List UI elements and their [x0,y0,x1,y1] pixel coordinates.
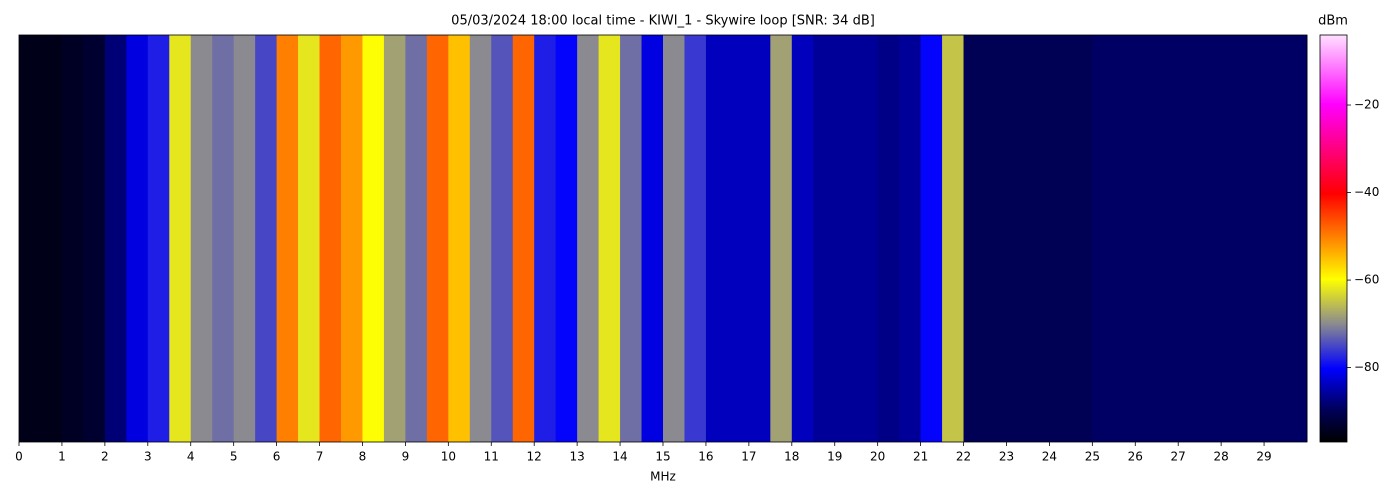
x-tick-label: 3 [144,450,152,464]
x-tick-label: 17 [741,450,756,464]
heatmap-column [298,35,321,442]
heatmap-column [126,35,149,442]
heatmap-column [1221,35,1244,442]
heatmap-column [770,35,793,442]
heatmap-column [61,35,84,442]
heatmap-column [212,35,235,442]
heatmap-column [383,35,406,442]
heatmap-column [1199,35,1222,442]
x-tick-label: 11 [484,450,499,464]
heatmap-column [1135,35,1158,442]
heatmap-column [1285,35,1308,442]
heatmap-column [834,35,857,442]
heatmap-column [40,35,63,442]
heatmap-column [405,35,428,442]
heatmap-column [341,35,363,442]
heatmap-column [190,35,213,442]
colorbar-tick-label: −80 [1354,360,1379,374]
heatmap-column [104,35,127,442]
colorbar-tick-label: −60 [1354,273,1379,287]
x-tick-label: 15 [655,450,670,464]
colorbar-tick-label: −20 [1354,98,1379,112]
colorbar-label: dBm [1318,14,1348,29]
heatmap-column [491,35,514,442]
x-tick-label: 25 [1085,450,1100,464]
heatmap-column [534,35,557,442]
x-tick-label: 22 [956,450,971,464]
heatmap-column [963,35,986,442]
heatmap-column [276,35,299,442]
heatmap-column [727,35,750,442]
heatmap-column [577,35,600,442]
heatmap-column [426,35,449,442]
x-tick-label: 23 [999,450,1014,464]
x-tick-label: 29 [1256,450,1271,464]
heatmap-column [620,35,643,442]
x-tick-label: 0 [15,450,23,464]
heatmap-column [641,35,664,442]
heatmap-column [598,35,621,442]
heatmap-column [1006,35,1029,442]
heatmap-column [791,35,814,442]
heatmap-column [147,35,170,442]
x-tick-label: 1 [58,450,66,464]
heatmap-column [899,35,922,442]
x-tick-label: 12 [527,450,542,464]
heatmap-column [942,35,965,442]
heatmap-column [663,35,685,442]
x-tick-label: 7 [316,450,324,464]
x-tick-label: 24 [1042,450,1057,464]
heatmap-column [1178,35,1201,442]
heatmap-column [1070,35,1093,442]
heatmap-column [169,35,192,442]
heatmap-column [1049,35,1072,442]
x-tick-label: 9 [402,450,410,464]
x-axis-label: MHz [650,470,676,484]
heatmap-column [255,35,278,442]
x-tick-label: 18 [784,450,799,464]
x-tick-label: 4 [187,450,195,464]
x-tick-label: 6 [273,450,281,464]
heatmap-column [448,35,471,442]
heatmap-column [705,35,728,442]
chart-title: 05/03/2024 18:00 local time - KIWI_1 - S… [451,14,875,29]
heatmap-column [233,35,256,442]
colorbar-tick-label: −40 [1354,185,1379,199]
heatmap-column [319,35,342,442]
x-tick-label: 5 [230,450,238,464]
x-tick-label: 2 [101,450,109,464]
heatmap-column [856,35,879,442]
heatmap-column [1156,35,1179,442]
x-tick-label: 28 [1213,450,1228,464]
heatmap-column [1242,35,1265,442]
x-tick-label: 20 [870,450,885,464]
heatmap-column [985,35,1007,442]
heatmap-column [1264,35,1287,442]
heatmap-column [512,35,535,442]
x-tick-label: 21 [913,450,928,464]
heatmap-column [83,35,106,442]
colorbar [1319,34,1348,443]
heatmap-column [813,35,836,442]
x-tick-label: 19 [827,450,842,464]
heatmap-column [362,35,385,442]
x-tick-label: 27 [1171,450,1186,464]
x-tick-label: 10 [441,450,456,464]
heatmap-column [469,35,492,442]
heatmap-column [1027,35,1050,442]
x-tick-label: 13 [569,450,584,464]
heatmap-column [19,35,41,442]
heatmap-column [877,35,900,442]
x-tick-label: 26 [1128,450,1143,464]
x-tick-label: 14 [612,450,627,464]
heatmap-column [555,35,578,442]
x-tick-label: 8 [359,450,367,464]
heatmap-column [684,35,707,442]
heatmap-column [1113,35,1136,442]
x-tick-label: 16 [698,450,713,464]
heatmap-column [1092,35,1115,442]
heatmap-column [748,35,771,442]
heatmap-column [920,35,943,442]
